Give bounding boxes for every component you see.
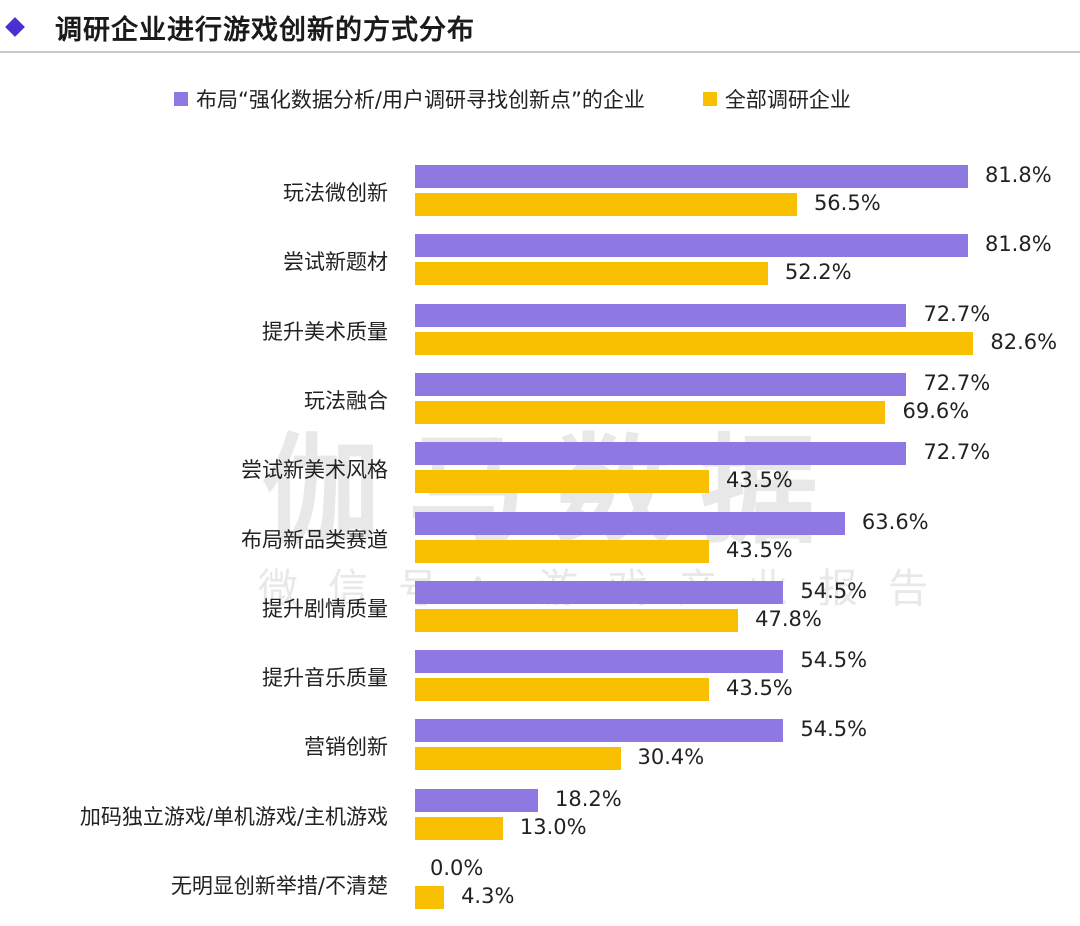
bar-data-analysis-companies	[415, 234, 968, 258]
legend-label: 全部调研企业	[724, 88, 851, 112]
category-label: 尝试新美术风格	[241, 458, 388, 483]
bar-all-companies	[415, 539, 710, 563]
category-label: 加码独立游戏/单机游戏/主机游戏	[79, 804, 388, 829]
category-label: 提升美术质量	[262, 319, 388, 344]
bar-data-analysis-companies	[415, 511, 845, 535]
bar-data-analysis-companies	[415, 165, 968, 188]
value-label: 54.5%	[800, 578, 868, 603]
legend-item-data-analysis: 布局“强化数据分析/用户调研寻找创新点”的企业	[174, 84, 645, 114]
value-label: 81.8%	[984, 232, 1052, 257]
bar-all-companies	[415, 193, 797, 216]
value-label: 72.7%	[923, 301, 991, 326]
value-label: 4.3%	[461, 884, 515, 908]
value-label: 18.2%	[555, 786, 622, 811]
value-label: 56.5%	[813, 191, 881, 215]
bar-data-analysis-companies	[415, 372, 907, 396]
category-label: 提升音乐质量	[262, 666, 388, 691]
chart-row: 提升剧情质量 54.5% 47.8%	[0, 578, 1080, 637]
value-label: 13.0%	[519, 814, 587, 839]
chart-row: 尝试新题材 81.8% 52.2%	[0, 232, 1080, 290]
chart-row: 无明显创新举措/不清楚 0.0% 4.3%	[0, 856, 1080, 914]
value-label: 43.5%	[726, 537, 793, 562]
value-label: 72.7%	[923, 370, 991, 395]
value-label: 63.6%	[861, 509, 929, 534]
chart-row: 提升美术质量 72.7% 82.6%	[0, 301, 1080, 360]
value-label: 72.7%	[923, 440, 991, 465]
bar-all-companies	[415, 331, 974, 355]
chart-row: 布局新品类赛道 63.6% 43.5%	[0, 509, 1080, 568]
value-label: 30.4%	[637, 745, 705, 770]
bar-all-companies	[415, 816, 503, 840]
chart-row: 玩法微创新 81.8% 56.5%	[0, 163, 1080, 221]
chart-header: 调研企业进行游戏创新的方式分布	[0, 0, 1080, 53]
bar-all-companies	[415, 678, 710, 702]
chart-legend: 布局“强化数据分析/用户调研寻找创新点”的企业 全部调研企业	[174, 84, 909, 114]
value-label: 52.2%	[784, 260, 852, 285]
bar-all-companies	[415, 886, 445, 909]
value-label: 43.5%	[726, 468, 793, 493]
category-label: 玩法融合	[304, 388, 388, 413]
bar-data-analysis-companies	[415, 580, 784, 604]
bar-data-analysis-companies	[415, 719, 784, 743]
chart-row: 提升音乐质量 54.5% 43.5%	[0, 648, 1080, 706]
value-label: 54.5%	[800, 717, 868, 742]
chart-row: 尝试新美术风格 72.7% 43.5%	[0, 440, 1080, 498]
value-label: 43.5%	[726, 676, 793, 701]
value-label: 81.8%	[984, 163, 1052, 187]
value-label: 47.8%	[755, 606, 822, 631]
bar-data-analysis-companies	[415, 442, 907, 466]
bar-all-companies	[415, 470, 710, 494]
legend-swatch-yellow	[702, 92, 717, 106]
legend-item-all-companies: 全部调研企业	[702, 84, 851, 114]
category-label: 提升剧情质量	[262, 596, 388, 621]
value-label: 0.0%	[430, 856, 484, 880]
category-label: 玩法微创新	[283, 181, 388, 205]
bar-all-companies	[415, 262, 768, 286]
bar-all-companies	[415, 747, 621, 771]
bar-data-analysis-companies	[415, 650, 784, 674]
category-label: 尝试新题材	[283, 250, 388, 275]
category-label: 无明显创新举措/不清楚	[170, 874, 388, 898]
bar-data-analysis-companies	[415, 788, 539, 812]
title-divider	[0, 51, 1080, 53]
bar-all-companies	[415, 400, 886, 424]
value-label: 82.6%	[990, 329, 1058, 354]
chart-row: 玩法融合 72.7% 69.6%	[0, 370, 1080, 429]
value-label: 54.5%	[800, 648, 868, 673]
legend-label: 布局“强化数据分析/用户调研寻找创新点”的企业	[196, 88, 645, 112]
bar-all-companies	[415, 608, 739, 632]
legend-swatch-purple	[174, 92, 188, 106]
chart-row: 营销创新 54.5% 30.4%	[0, 717, 1080, 775]
chart-row: 加码独立游戏/单机游戏/主机游戏 18.2% 13.0%	[0, 786, 1080, 845]
value-label: 69.6%	[902, 398, 970, 423]
bar-data-analysis-companies	[415, 303, 907, 327]
chart-title: 调研企业进行游戏创新的方式分布	[55, 15, 475, 46]
category-label: 布局新品类赛道	[241, 527, 388, 552]
category-label: 营销创新	[304, 735, 388, 760]
